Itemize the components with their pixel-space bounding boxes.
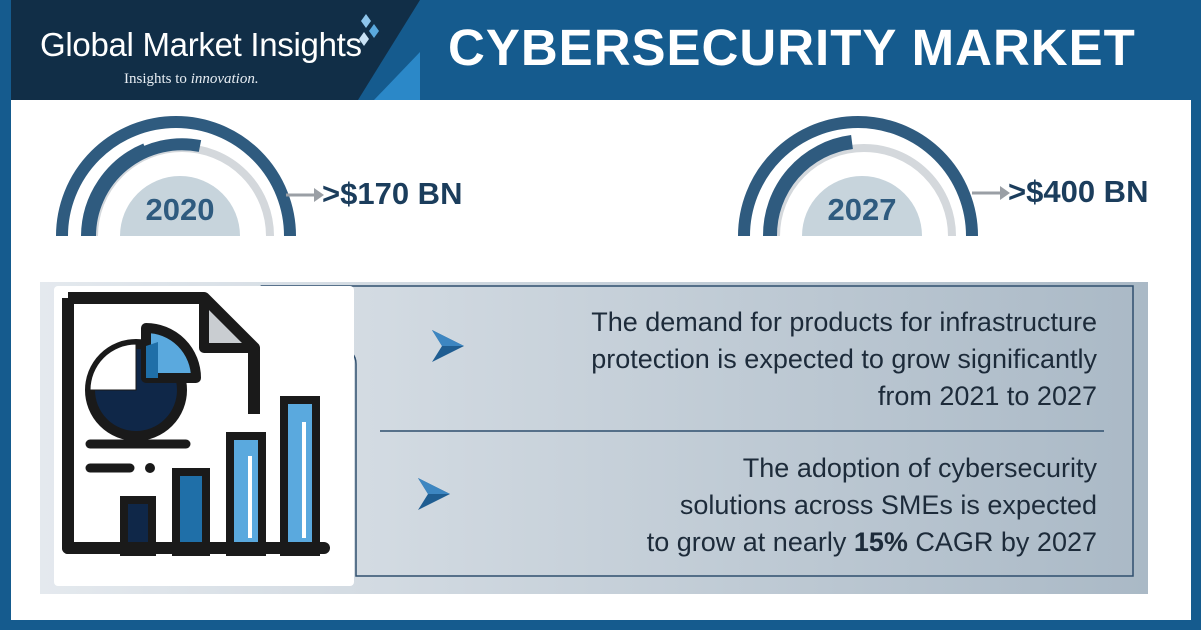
cagr-highlight: 15% xyxy=(853,527,908,557)
page-title: CYBERSECURITY MARKET xyxy=(448,19,1136,76)
arrow-right-icon xyxy=(286,188,324,202)
stat-value-2020: >$170 BN xyxy=(322,176,463,211)
header-corner-shape xyxy=(358,0,428,100)
gauge-year-2027: 2027 xyxy=(827,192,897,227)
logo-diamond-icon xyxy=(359,14,379,46)
arrow-right-icon xyxy=(972,186,1010,200)
header-bar: Global Market Insights Insights to innov… xyxy=(0,0,1201,100)
brand-tagline: Insights to innovation. xyxy=(124,71,259,87)
bullet-arrow-icon xyxy=(418,478,450,510)
gauge-year-2020: 2020 xyxy=(145,192,215,227)
report-chart-icon xyxy=(54,286,354,586)
gauge-2027 xyxy=(738,116,978,237)
brand-name: Global Market Insights xyxy=(40,26,362,63)
logo-panel: Global Market Insights Insights to innov… xyxy=(0,0,420,100)
bullet-arrow-icon xyxy=(432,330,464,362)
stat-value-2027: >$400 BN xyxy=(1008,174,1149,209)
point-1-text: The demand for products for infrastructu… xyxy=(591,307,1097,411)
point-2-text: The adoption of cybersecurity solutions … xyxy=(646,453,1097,557)
gauge-2020 xyxy=(56,116,296,237)
